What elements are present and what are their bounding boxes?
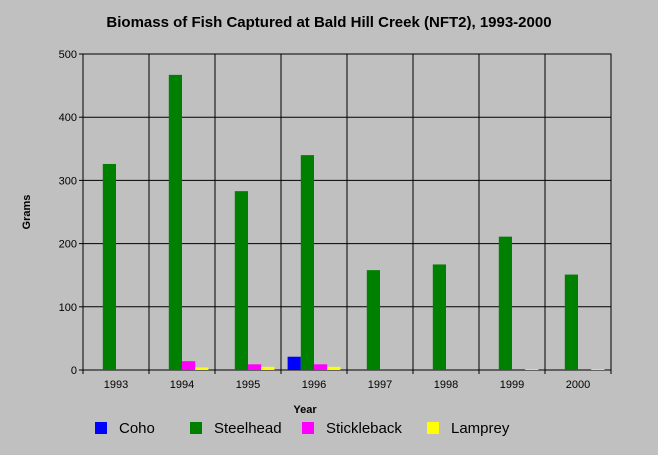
bar-stickleback-1996	[314, 364, 328, 370]
x-tick-label: 1996	[302, 379, 326, 391]
bar-steelhead-1998	[432, 264, 446, 370]
y-axis-ticks: 0 100 200 300 400 500	[59, 49, 83, 377]
y-tick-label: 300	[59, 175, 77, 187]
x-tick-label: 2000	[566, 379, 590, 391]
bar-steelhead-1997	[366, 270, 380, 370]
bar-steelhead-1994	[168, 74, 182, 370]
legend-swatch	[302, 422, 314, 434]
legend-label: Lamprey	[451, 420, 510, 437]
bar-stickleback-1994	[182, 361, 196, 370]
legend-label: Steelhead	[214, 420, 282, 437]
legend-swatch	[427, 422, 439, 434]
bar-lamprey-1999	[525, 369, 539, 370]
y-tick-label: 400	[59, 112, 77, 124]
bar-coho-1996	[287, 356, 301, 370]
legend-swatch	[95, 422, 107, 434]
x-tick-label: 1994	[170, 379, 194, 391]
bar-steelhead-1996	[300, 155, 314, 370]
y-tick-label: 200	[59, 239, 77, 251]
x-tick-label: 1993	[104, 379, 128, 391]
bar-steelhead-1999	[498, 236, 512, 370]
legend-label: Coho	[119, 420, 155, 437]
bar-steelhead-2000	[564, 274, 578, 370]
legend-swatch	[190, 422, 202, 434]
bar-lamprey-1995	[261, 366, 275, 370]
bar-stickleback-1995	[248, 364, 262, 370]
bar-lamprey-1994	[195, 367, 209, 370]
bar-lamprey-2000	[591, 369, 605, 370]
y-tick-label: 100	[59, 302, 77, 314]
x-axis-ticks: 1993 1994 1995 1996 1997 1998 1999 2000	[82, 370, 612, 391]
y-tick-label: 500	[59, 49, 77, 61]
x-tick-label: 1995	[236, 379, 260, 391]
y-tick-label: 0	[71, 365, 77, 377]
y-axis-title: Grams	[21, 195, 33, 230]
x-tick-label: 1998	[434, 379, 458, 391]
bar-steelhead-1995	[234, 191, 248, 370]
bar-lamprey-1996	[327, 366, 341, 370]
x-tick-label: 1997	[368, 379, 392, 391]
x-axis-title: Year	[293, 404, 317, 416]
bars	[102, 74, 605, 370]
chart-title: Biomass of Fish Captured at Bald Hill Cr…	[106, 14, 552, 31]
bar-steelhead-1993	[102, 163, 116, 370]
legend-label: Stickleback	[326, 420, 402, 437]
x-tick-label: 1999	[500, 379, 524, 391]
